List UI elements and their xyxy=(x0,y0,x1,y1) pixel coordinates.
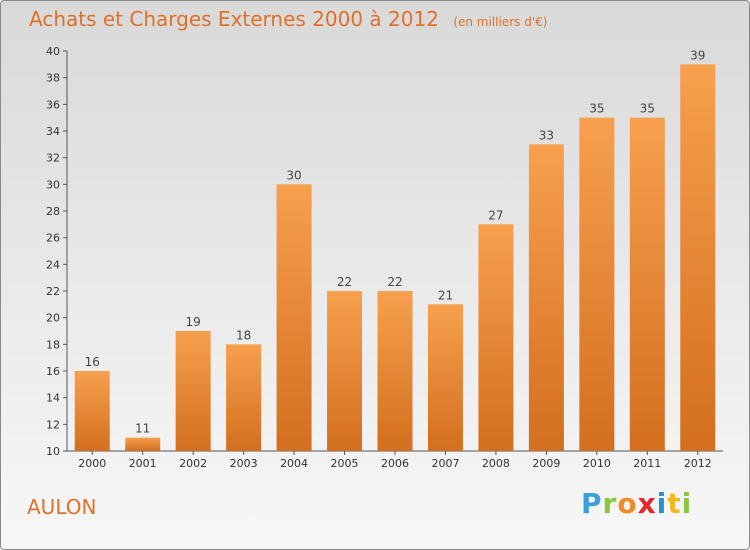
y-tick-label: 36 xyxy=(46,98,60,111)
bar-value-label: 30 xyxy=(286,168,301,182)
proxiti-logo-letter: o xyxy=(617,487,638,520)
bar xyxy=(478,224,514,451)
y-tick-label: 10 xyxy=(46,445,60,458)
bar-value-label: 35 xyxy=(589,102,604,116)
x-tick-label: 2010 xyxy=(583,457,611,470)
proxiti-logo-letter: x xyxy=(637,487,657,520)
proxiti-logo-letter: P xyxy=(581,487,603,520)
y-tick-label: 22 xyxy=(46,285,60,298)
bar xyxy=(427,304,463,451)
y-tick-label: 14 xyxy=(46,392,60,405)
bar-value-label: 18 xyxy=(236,328,251,342)
bar-value-label: 21 xyxy=(438,288,453,302)
proxiti-logo-letter: i xyxy=(656,487,668,520)
bar xyxy=(680,64,716,452)
bar-value-label: 22 xyxy=(387,275,402,289)
bar xyxy=(579,117,615,452)
bar-value-label: 22 xyxy=(337,275,352,289)
bar-value-label: 27 xyxy=(488,208,503,222)
bar-value-label: 35 xyxy=(640,102,655,116)
bar xyxy=(377,291,413,451)
x-tick-label: 2004 xyxy=(280,457,308,470)
x-tick-label: 2012 xyxy=(684,457,712,470)
chart-title-text: Achats et Charges Externes 2000 à 2012 xyxy=(29,7,439,31)
y-tick-label: 16 xyxy=(46,365,60,378)
bar xyxy=(175,331,211,451)
commune-name: AULON xyxy=(27,495,97,519)
bar-value-label: 11 xyxy=(135,422,150,436)
y-tick-label: 20 xyxy=(46,312,60,325)
y-tick-label: 38 xyxy=(46,72,60,85)
y-tick-label: 40 xyxy=(46,45,60,58)
y-tick-label: 30 xyxy=(46,178,60,191)
proxiti-logo: Proxiti xyxy=(581,487,692,520)
chart-title: Achats et Charges Externes 2000 à 2012 (… xyxy=(29,7,547,31)
y-tick-label: 28 xyxy=(46,205,60,218)
x-tick-label: 2008 xyxy=(482,457,510,470)
bar xyxy=(327,291,363,451)
y-tick-label: 34 xyxy=(46,125,60,138)
bar-value-label: 39 xyxy=(690,48,705,62)
y-tick-label: 18 xyxy=(46,338,60,351)
x-tick-label: 2005 xyxy=(331,457,359,470)
y-tick-label: 32 xyxy=(46,152,60,165)
bar xyxy=(276,184,312,452)
proxiti-logo-letter: t xyxy=(667,487,682,520)
x-tick-label: 2003 xyxy=(230,457,258,470)
y-tick-label: 24 xyxy=(46,258,60,271)
proxiti-logo-letter: i xyxy=(681,487,693,520)
bar xyxy=(226,344,262,451)
x-tick-label: 2002 xyxy=(179,457,207,470)
bar xyxy=(528,144,564,452)
chart-subtitle: (en milliers d'€) xyxy=(453,15,548,29)
bar-value-label: 19 xyxy=(186,315,201,329)
x-tick-label: 2007 xyxy=(431,457,459,470)
y-tick-label: 26 xyxy=(46,232,60,245)
bar xyxy=(125,437,161,451)
x-tick-label: 2006 xyxy=(381,457,409,470)
x-tick-label: 2009 xyxy=(532,457,560,470)
x-tick-label: 2001 xyxy=(129,457,157,470)
proxiti-logo-letter: r xyxy=(602,487,618,520)
x-tick-label: 2000 xyxy=(78,457,106,470)
bar-value-label: 33 xyxy=(539,128,554,142)
x-tick-label: 2011 xyxy=(633,457,661,470)
bar xyxy=(629,117,665,452)
bar xyxy=(74,371,110,451)
y-tick-label: 12 xyxy=(46,418,60,431)
bar-value-label: 16 xyxy=(85,355,100,369)
